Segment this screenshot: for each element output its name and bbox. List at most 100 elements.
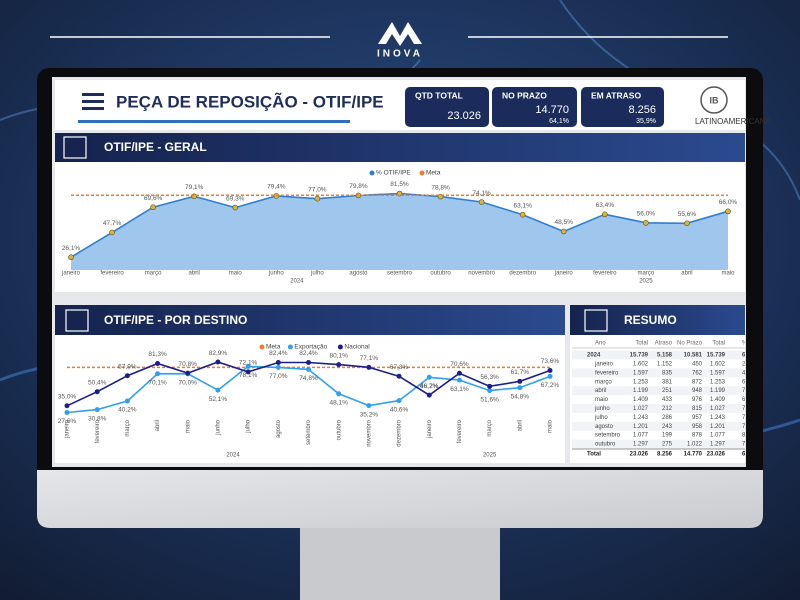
table-cell: 1.201	[710, 424, 726, 430]
data-point	[547, 368, 553, 374]
data-point	[215, 387, 221, 393]
table-cell: 976	[692, 397, 703, 403]
table-cell: 1.297	[633, 442, 649, 448]
data-label: 79,1%	[185, 184, 204, 191]
kpi-pct: 35,9%	[636, 118, 656, 125]
data-label: 66,2%	[420, 383, 439, 390]
table-cell: 450	[692, 361, 703, 367]
table-cell: setembro	[595, 433, 621, 439]
table-cell: 5.158	[657, 353, 673, 359]
x-tick-label: dezembro	[397, 419, 403, 446]
kpi-value: 23.026	[447, 110, 481, 122]
table-cell: 1.597	[633, 370, 649, 376]
table-cell: 199	[662, 433, 673, 439]
table-cell: 69,	[742, 397, 751, 403]
data-point	[396, 398, 402, 404]
x-tick-label: junho	[216, 419, 222, 435]
row-band	[572, 421, 745, 431]
x-tick-label: janeiro	[65, 419, 71, 439]
data-point	[547, 373, 553, 379]
kpi-card	[492, 87, 577, 127]
legend-swatch	[419, 170, 425, 176]
data-point	[215, 359, 221, 365]
menu-icon	[82, 107, 104, 110]
panel-title: OTIF/IPE - GERAL	[104, 140, 207, 154]
data-point	[456, 370, 462, 376]
table-cell: março	[595, 379, 612, 385]
panel-header	[55, 133, 745, 162]
table-cell: 79,	[742, 388, 751, 394]
data-label: 48,1%	[329, 400, 348, 407]
table-cell: 1.597	[710, 370, 726, 376]
panel-icon	[63, 136, 87, 159]
kpi-value: 14.770	[535, 104, 569, 116]
data-label: 78,8%	[431, 184, 450, 191]
data-label: 69,6%	[144, 195, 163, 202]
summary-table: Ano Total Atraso No Prazo Total % 2024 15.739 5.…	[572, 341, 751, 458]
x-tick-label: janeiro	[427, 419, 433, 439]
data-label: 78,1%	[239, 372, 258, 379]
data-label: 50,4%	[88, 379, 107, 386]
x-tick-label: fevereiro	[100, 271, 124, 277]
brand-monogram: IB	[710, 95, 720, 105]
data-label: 63,1%	[450, 386, 469, 393]
table-cell: 1.199	[633, 388, 649, 394]
table-cell: 1.027	[710, 406, 726, 412]
panel-header	[55, 305, 565, 335]
panel-title: RESUMO	[624, 313, 677, 327]
x-group-label: 2025	[483, 453, 497, 459]
x-tick-label: setembro	[387, 271, 413, 277]
x-tick-label: julho	[246, 419, 252, 433]
x-tick-label: março	[487, 419, 493, 436]
kpi-group: QTD TOTAL 23.026 NO PRAZO 14.770 64,1% EM ATR…	[405, 87, 664, 127]
data-label: 74,8%	[299, 375, 318, 382]
table-cell: 10.581	[684, 353, 703, 359]
x-group-label: 2024	[290, 279, 304, 285]
data-point	[725, 208, 731, 215]
x-tick-label: janeiro	[554, 271, 574, 277]
table-cell: 78	[742, 442, 749, 448]
menu-icon[interactable]	[82, 93, 104, 96]
table-cell: agosto	[595, 424, 614, 430]
brand-name: LATINOAMERICANA	[695, 117, 772, 126]
data-point	[519, 211, 526, 218]
data-point	[684, 220, 690, 227]
data-point	[426, 392, 432, 398]
data-label: 55,6%	[678, 211, 697, 218]
x-tick-label: janeiro	[61, 271, 81, 277]
data-label: 80,1%	[329, 352, 348, 359]
data-point	[245, 363, 251, 369]
data-point	[245, 369, 251, 375]
row-band	[572, 350, 745, 360]
table-cell: Total	[587, 452, 601, 458]
data-label: 69,3%	[226, 195, 245, 202]
table-cell: 286	[662, 415, 673, 421]
x-tick-label: julho	[310, 271, 324, 277]
table-cell: 1.243	[710, 415, 726, 421]
data-label: 35,0%	[58, 393, 77, 400]
x-tick-label: novembro	[366, 419, 372, 446]
data-label: 27,6%	[58, 418, 77, 425]
x-tick-label: fevereiro	[95, 419, 101, 443]
data-label: 81,3%	[148, 351, 167, 358]
data-label: 67,9%	[118, 363, 137, 370]
data-point	[191, 193, 197, 200]
legend-swatch	[369, 170, 375, 176]
x-tick-label: agosto	[349, 271, 368, 277]
data-point	[487, 383, 493, 389]
data-point	[643, 220, 649, 226]
data-label: 56,0%	[637, 211, 656, 218]
table-cell: 815	[692, 406, 703, 412]
data-point	[426, 374, 432, 380]
brand-logo	[700, 86, 728, 114]
data-label: 77,0%	[308, 186, 327, 193]
table-cell: 1.077	[633, 433, 649, 439]
data-point	[602, 211, 608, 218]
table-cell: Total	[712, 341, 725, 347]
data-point	[150, 204, 156, 211]
data-point	[232, 204, 239, 211]
legend-swatch	[287, 344, 293, 350]
area	[71, 193, 728, 270]
table-cell: junho	[594, 406, 610, 412]
